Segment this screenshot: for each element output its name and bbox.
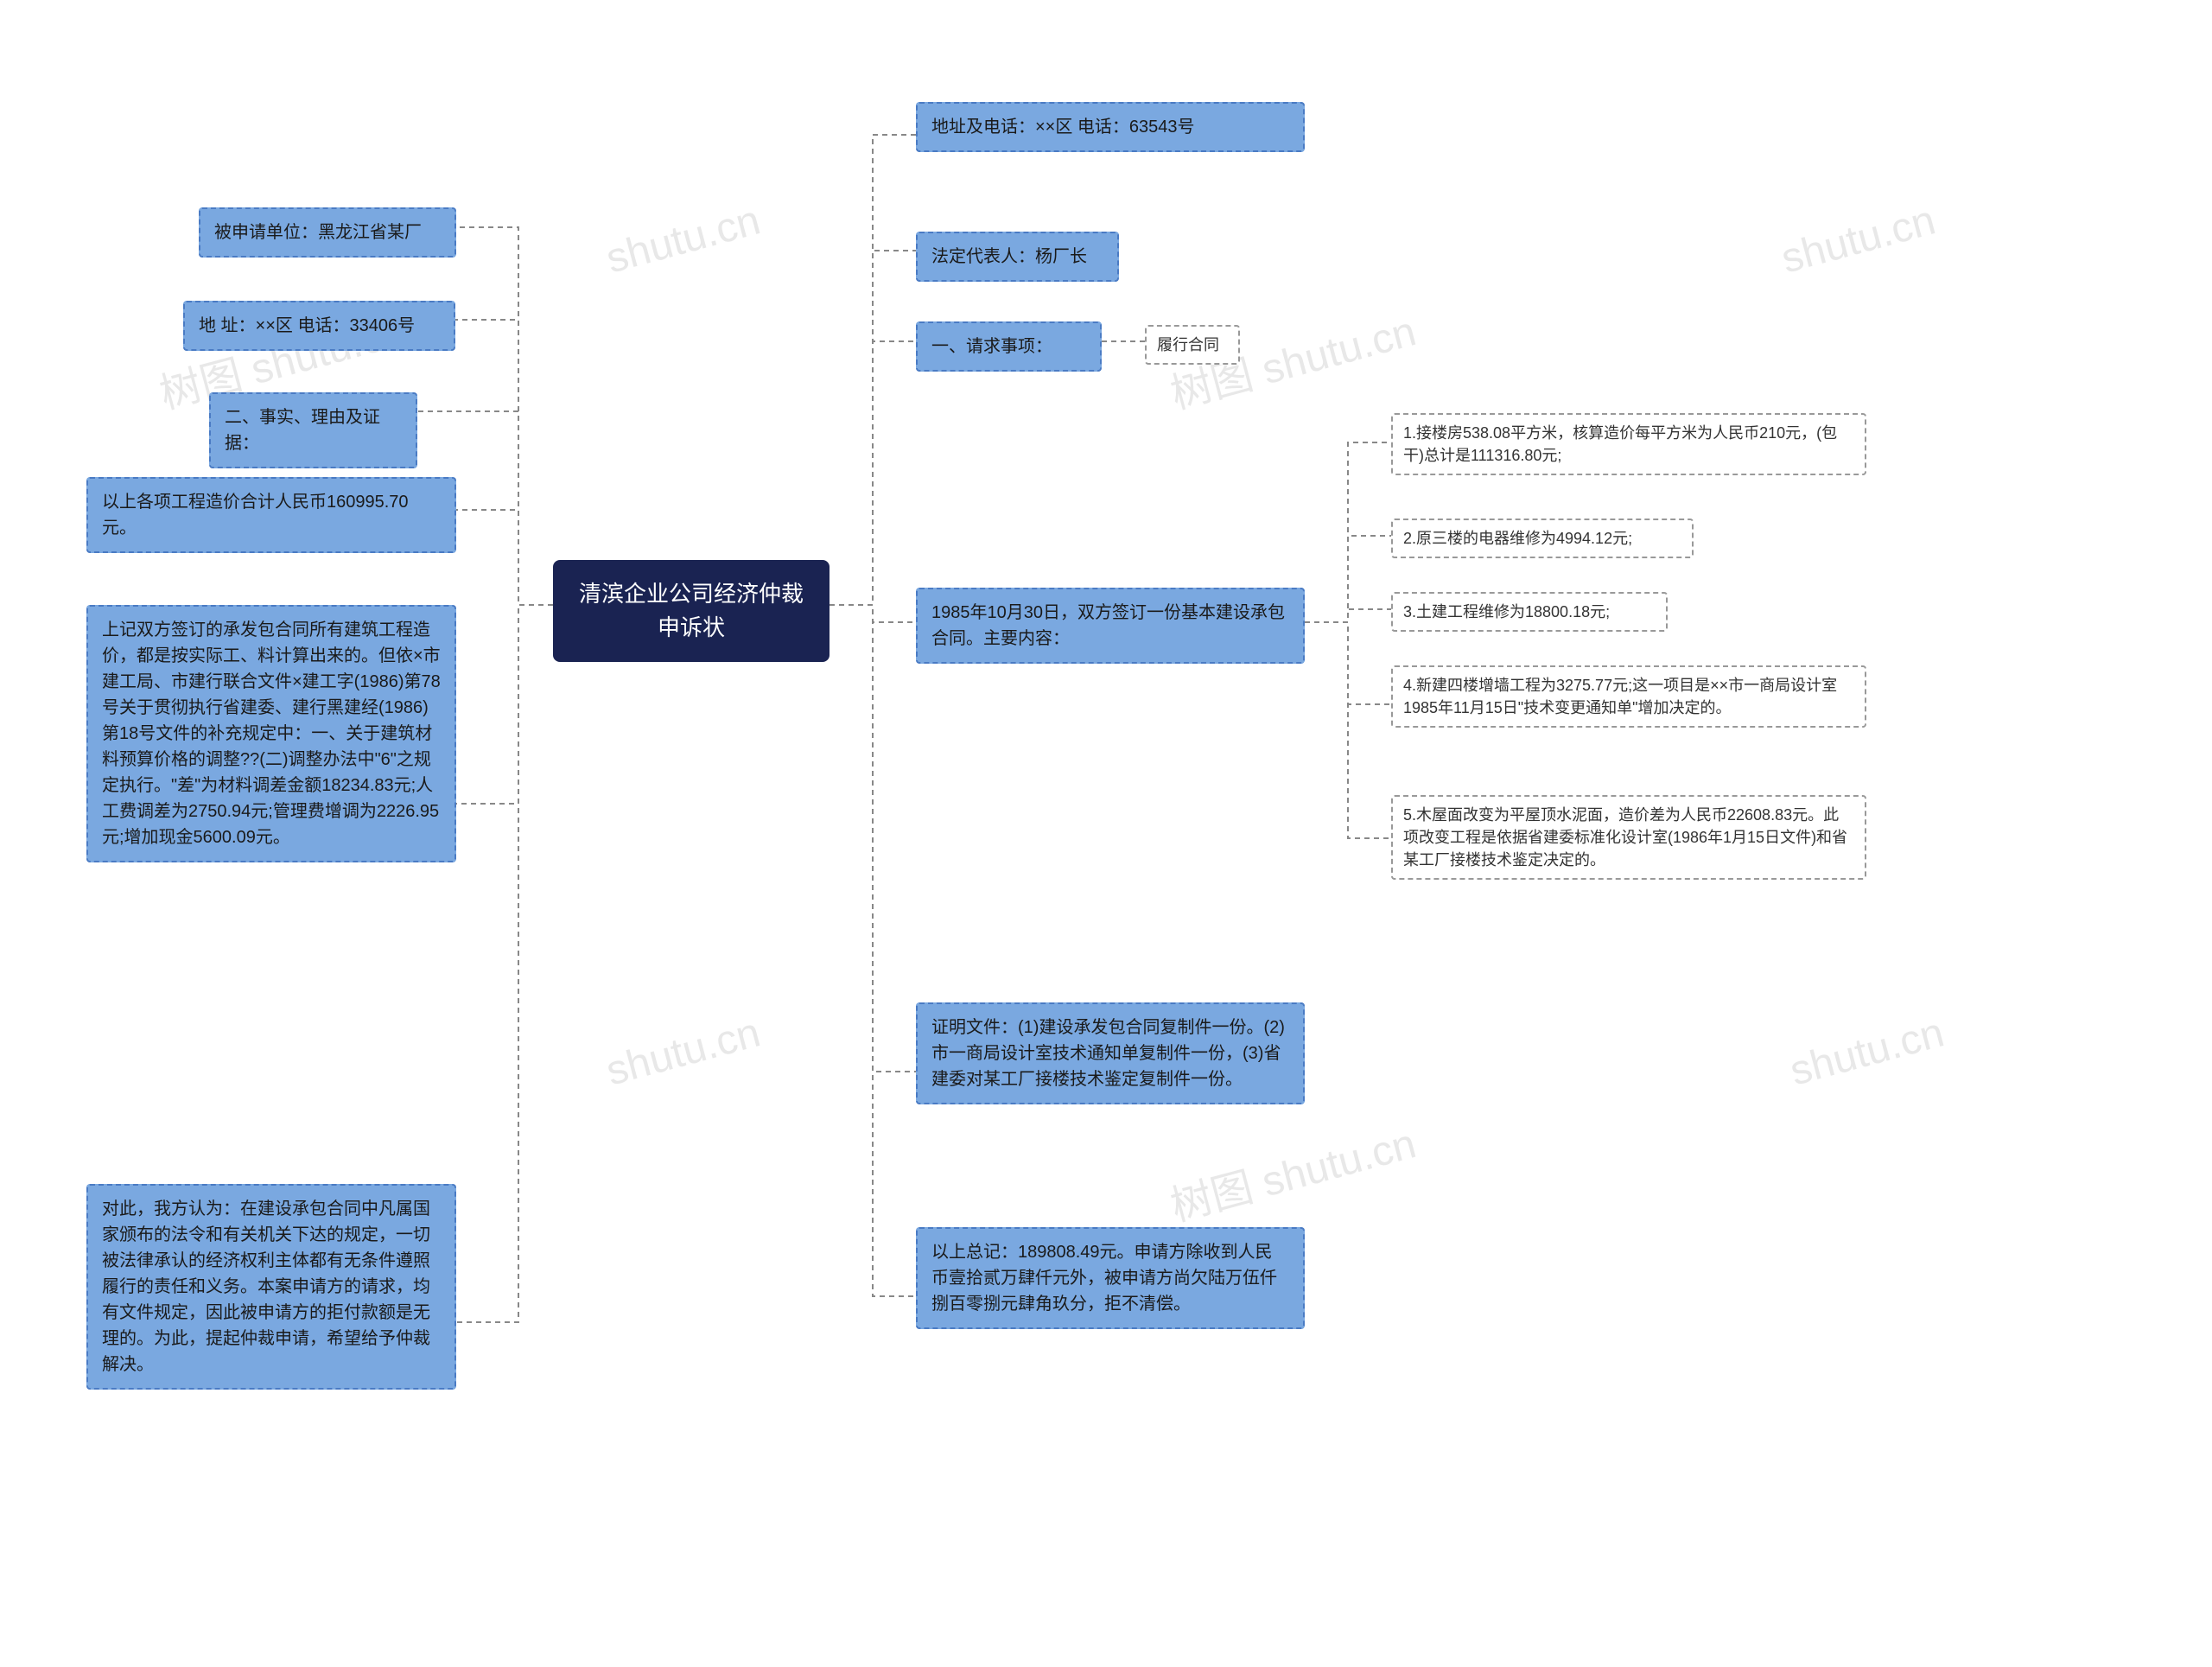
left-node-opinion: 对此，我方认为：在建设承包合同中凡属国家颁布的法令和有关机关下达的规定，一切被法…: [86, 1184, 456, 1390]
right-leaf-item3: 3.土建工程维修为18800.18元;: [1391, 592, 1668, 632]
right-node-legal-rep: 法定代表人：杨厂长: [916, 232, 1119, 282]
watermark: shutu.cn: [601, 196, 766, 283]
right-leaf-item1: 1.接楼房538.08平方米，核算造价每平方米为人民币210元，(包干)总计是1…: [1391, 413, 1866, 475]
right-node-address-phone: 地址及电话：××区 电话：63543号: [916, 102, 1305, 152]
left-node-total: 以上各项工程造价合计人民币160995.70元。: [86, 477, 456, 553]
left-node-section2: 二、事实、理由及证据：: [209, 392, 417, 468]
watermark: shutu.cn: [1785, 1008, 1949, 1095]
right-node-section1-leaf: 履行合同: [1145, 325, 1240, 365]
right-node-summary: 以上总记：189808.49元。申请方除收到人民币壹拾贰万肆仟元外，被申请方尚欠…: [916, 1227, 1305, 1329]
right-node-contract: 1985年10月30日，双方签订一份基本建设承包合同。主要内容：: [916, 588, 1305, 664]
watermark: shutu.cn: [1777, 196, 1941, 283]
left-node-address: 地 址：××区 电话：33406号: [183, 301, 455, 351]
watermark: shutu.cn: [601, 1008, 766, 1095]
left-node-respondent: 被申请单位：黑龙江省某厂: [199, 207, 456, 258]
right-node-section1: 一、请求事项：: [916, 321, 1102, 372]
center-node: 清滨企业公司经济仲裁申诉状: [553, 560, 830, 662]
right-leaf-item5: 5.木屋面改变为平屋顶水泥面，造价差为人民币22608.83元。此项改变工程是依…: [1391, 795, 1866, 880]
right-node-evidence: 证明文件：(1)建设承发包合同复制件一份。(2)市一商局设计室技术通知单复制件一…: [916, 1002, 1305, 1104]
watermark: 树图 shutu.cn: [1163, 1110, 1421, 1233]
left-node-explanation: 上记双方签订的承发包合同所有建筑工程造价，都是按实际工、料计算出来的。但依×市建…: [86, 605, 456, 862]
right-leaf-item4: 4.新建四楼增墙工程为3275.77元;这一项目是××市一商局设计室1985年1…: [1391, 665, 1866, 728]
right-leaf-item2: 2.原三楼的电器维修为4994.12元;: [1391, 519, 1694, 558]
